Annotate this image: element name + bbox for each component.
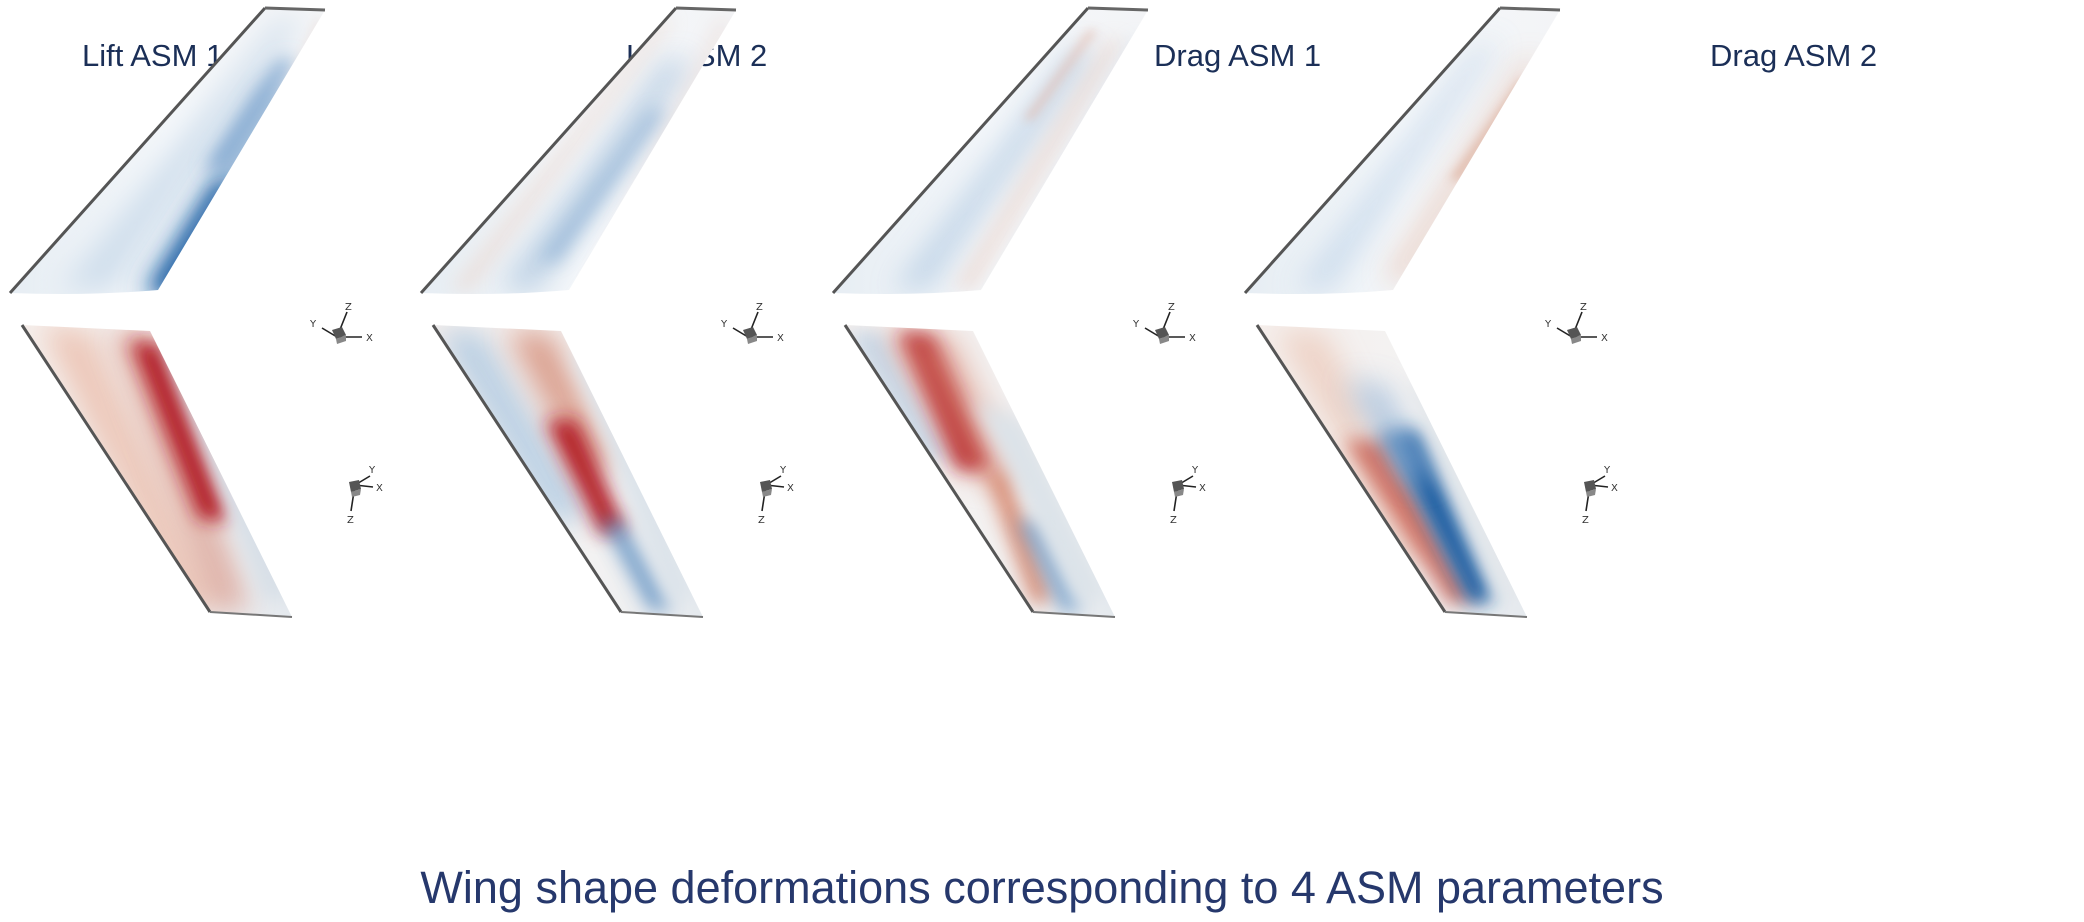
upper-surface-wing <box>1243 6 1561 295</box>
lower-surface-wing <box>1255 324 1528 618</box>
panel-drag-asm-2 <box>1243 6 1619 618</box>
panel-title-1: Lift ASM 1 <box>82 38 224 73</box>
orientation-triad-top <box>719 301 785 345</box>
panel-lift-asm-1 <box>8 6 384 618</box>
orientation-triad-bottom <box>757 464 795 527</box>
orientation-triad-bottom <box>1581 464 1619 527</box>
orientation-triad-top <box>1543 301 1609 345</box>
upper-surface-wing <box>419 6 737 295</box>
lower-surface-wing <box>20 324 293 618</box>
lower-surface-wing <box>843 324 1116 618</box>
panel-title-4: Drag ASM 2 <box>1710 38 1878 73</box>
orientation-triad-bottom <box>1169 464 1207 527</box>
figure-caption: Wing shape deformations corresponding to… <box>420 862 1664 913</box>
panel-drag-asm-1 <box>831 6 1207 618</box>
orientation-triad-top <box>308 301 374 345</box>
upper-surface-wing <box>8 6 326 295</box>
panel-title-3: Drag ASM 1 <box>1154 38 1322 73</box>
orientation-triad-bottom <box>346 464 384 527</box>
panel-lift-asm-2 <box>419 6 795 618</box>
lower-surface-wing <box>431 324 704 618</box>
upper-surface-wing <box>831 6 1149 295</box>
orientation-triad-top <box>1131 301 1197 345</box>
